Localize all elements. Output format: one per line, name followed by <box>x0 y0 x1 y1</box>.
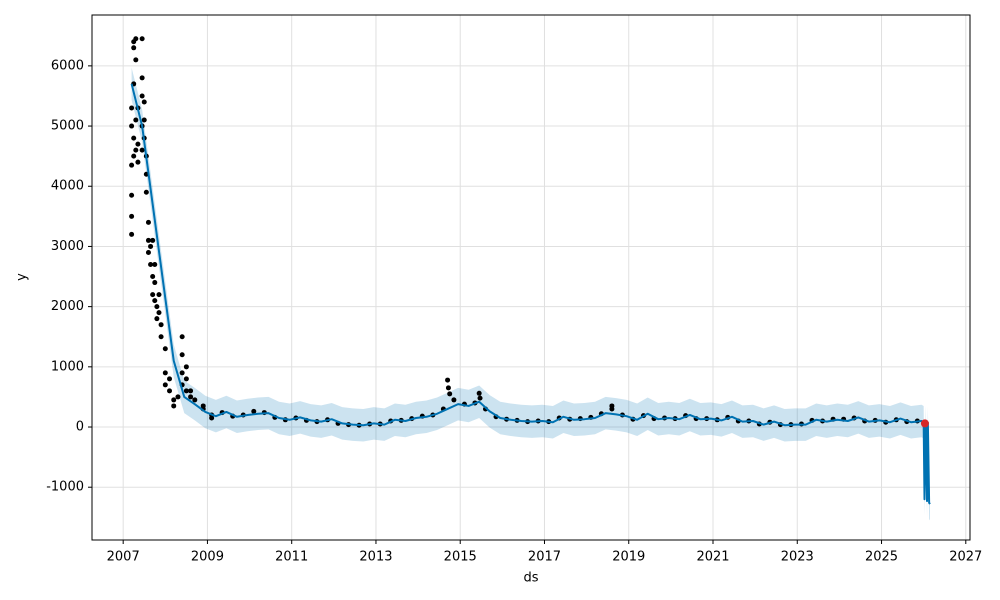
y-axis-label: y <box>15 273 30 281</box>
observed-point <box>133 147 139 153</box>
axes-frame <box>91 14 971 541</box>
observed-point <box>131 135 137 141</box>
observed-point <box>447 391 453 397</box>
observed-point <box>154 316 160 322</box>
observed-point <box>152 298 158 304</box>
observed-point <box>133 117 139 123</box>
plot-area <box>129 36 931 521</box>
observed-point <box>133 36 139 42</box>
observed-point <box>188 388 194 394</box>
observed-point <box>209 415 215 421</box>
observed-point <box>183 364 189 370</box>
x-tick-label: 2015 <box>444 550 477 565</box>
observed-point <box>129 123 135 129</box>
observed-point <box>131 153 137 159</box>
observed-point <box>148 243 154 249</box>
observed-point <box>129 213 135 219</box>
observed-point <box>145 219 151 225</box>
observed-point <box>143 189 149 195</box>
observed-point <box>135 159 141 165</box>
observed-point <box>139 36 145 42</box>
observed-point <box>251 408 257 414</box>
observed-point <box>162 346 168 352</box>
observed-point <box>145 237 151 243</box>
y-tick-label: 6000 <box>51 58 84 73</box>
y-tick-label: 5000 <box>51 119 84 134</box>
x-tick-label: 2027 <box>949 550 982 565</box>
observed-point <box>129 162 135 168</box>
observed-point <box>171 403 177 409</box>
observed-point <box>152 280 158 286</box>
observed-point <box>150 274 156 280</box>
observed-point <box>167 376 173 382</box>
observed-point <box>175 394 181 400</box>
forecast-line <box>130 83 931 505</box>
observed-point <box>158 322 164 328</box>
observed-point <box>145 249 151 255</box>
observed-point <box>150 292 156 298</box>
observed-point <box>158 334 164 340</box>
x-tick-label: 2007 <box>107 550 140 565</box>
observed-point <box>183 376 189 382</box>
observed-point <box>129 192 135 198</box>
observed-point <box>156 310 162 316</box>
observed-point <box>476 390 482 396</box>
y-tick-label: 3000 <box>51 239 84 254</box>
observed-point <box>183 388 189 394</box>
x-tick-label: 2009 <box>191 550 224 565</box>
observed-point <box>148 261 154 267</box>
y-tick-label: 4000 <box>51 179 84 194</box>
observed-point <box>179 334 185 340</box>
y-tick-label: 2000 <box>51 299 84 314</box>
observed-point <box>156 292 162 298</box>
observed-point <box>162 370 168 376</box>
observed-point <box>167 388 173 394</box>
observed-point <box>141 117 147 123</box>
observed-point <box>162 382 168 388</box>
x-tick-label: 2019 <box>612 550 645 565</box>
observed-point <box>129 105 135 111</box>
observed-point <box>139 147 145 153</box>
observed-point <box>135 141 141 147</box>
observed-point <box>171 397 177 403</box>
observed-point <box>477 395 483 401</box>
observed-point <box>445 377 451 383</box>
uncertainty-band <box>131 67 930 521</box>
x-tick-label: 2017 <box>528 550 561 565</box>
y-tick-label: 1000 <box>51 359 84 374</box>
observed-point <box>133 57 139 63</box>
y-tick-label: 0 <box>76 420 84 435</box>
observed-point <box>131 45 137 51</box>
ticks: 2007 2009 2011 2013 2015 2017 2019 2021 2023 2025… <box>46 58 982 564</box>
observed-point <box>154 304 160 310</box>
observed-point <box>150 237 156 243</box>
highlight-point <box>920 419 929 428</box>
observed-point <box>451 397 457 403</box>
x-tick-label: 2021 <box>696 550 729 565</box>
observed-point <box>192 397 198 403</box>
observed-point <box>139 75 145 81</box>
observed-point <box>141 99 147 105</box>
observed-point <box>152 261 158 267</box>
observed-point <box>179 370 185 376</box>
observed-point <box>445 385 451 391</box>
x-tick-label: 2011 <box>275 550 308 565</box>
x-tick-label: 2023 <box>781 550 814 565</box>
observed-point <box>179 352 185 358</box>
x-tick-label: 2025 <box>865 550 898 565</box>
x-axis-label: ds <box>523 571 538 586</box>
grid <box>92 15 970 540</box>
x-tick-label: 2013 <box>359 550 392 565</box>
observed-point <box>139 93 145 99</box>
observed-point <box>129 231 135 237</box>
y-tick-label: -1000 <box>46 480 84 495</box>
observed-point <box>188 394 194 400</box>
observed-point <box>609 403 615 409</box>
